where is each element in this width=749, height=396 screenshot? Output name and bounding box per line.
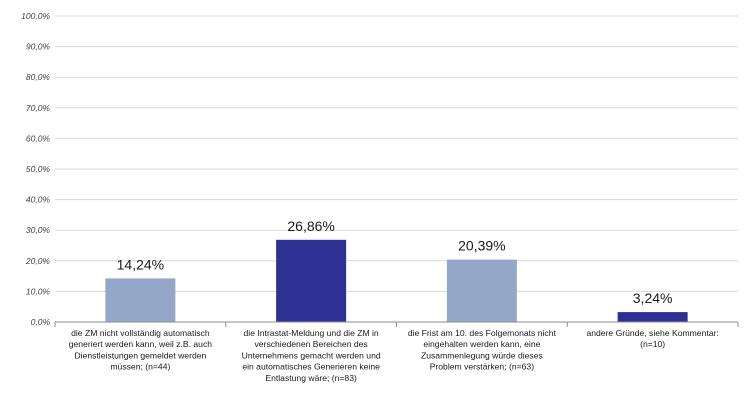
y-tick-label: 70,0% (26, 103, 51, 113)
category-label: Problem verstärken; (n=63) (430, 362, 535, 372)
category-label: andere Gründe, siehe Kommentar: (586, 328, 718, 338)
bars (105, 239, 688, 322)
y-tick-label: 40,0% (26, 195, 51, 205)
category-label: Zusammenlegung würde dieses (421, 350, 543, 360)
bar (105, 278, 176, 322)
y-tick-label: 60,0% (26, 133, 51, 143)
category-label: ein automatisches Generieren keine (242, 362, 380, 372)
category-label: Entlastung wäre; (n=83) (265, 373, 357, 383)
bar (446, 259, 517, 322)
bar (276, 239, 347, 322)
category-label: Unternehmens gemacht werden und (242, 350, 381, 360)
category-label: müssen; (n=44) (110, 362, 170, 372)
data-labels: 14,24% 26,86% 20,39% 3,24% (117, 218, 673, 306)
data-label: 3,24% (633, 290, 673, 306)
y-tick-label: 20,0% (25, 256, 51, 266)
category-label: die Frist am 10. des Folgemonats nicht (408, 328, 557, 338)
category-label: generiert werden kann, weil z.B. auch (69, 339, 213, 349)
y-tick-label: 80,0% (26, 72, 51, 82)
category-label: eingehalten werden kann, eine (423, 339, 540, 349)
y-tick-label: 10,0% (26, 286, 51, 296)
x-axis (54, 321, 739, 327)
category-label: die ZM nicht vollständig automatisch (71, 328, 210, 338)
y-axis-ticks: 0,0% 10,0% 20,0% 30,0% 40,0% 50,0% 60,0% 70,0% 8… (21, 11, 50, 327)
y-tick-label: 30,0% (26, 225, 51, 235)
category-label: verschiedenen Bereichen des (255, 339, 368, 349)
y-tick-label: 100,0% (21, 11, 50, 21)
gridlines (55, 15, 738, 292)
y-tick-label: 0,0% (31, 317, 51, 327)
data-label: 14,24% (117, 256, 164, 272)
category-label: Dienstleistungen gemeldet werden (74, 350, 206, 360)
y-tick-label: 90,0% (26, 42, 51, 52)
data-label: 26,86% (287, 218, 334, 234)
category-label: die Intrastat-Meldung und die ZM in (244, 328, 379, 338)
bar (617, 312, 688, 322)
data-label: 20,39% (458, 238, 505, 254)
category-labels: die ZM nicht vollständig automatischgene… (69, 328, 719, 383)
category-label: (n=10) (640, 339, 665, 349)
y-tick-label: 50,0% (26, 164, 51, 174)
